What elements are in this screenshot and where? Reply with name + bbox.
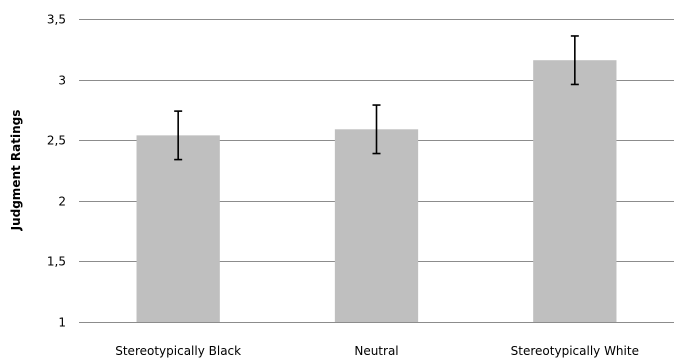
error-bar xyxy=(174,110,183,161)
bar xyxy=(136,135,220,322)
error-bars xyxy=(174,35,579,161)
bars xyxy=(136,60,617,322)
x-category-label: Stereotypically White xyxy=(511,344,639,358)
y-tick-labels: 1 1,5 2 2,5 3 3,5 xyxy=(47,13,66,330)
y-tick-label: 3,5 xyxy=(47,13,66,27)
y-axis-title: Judgment Ratings xyxy=(9,110,23,232)
x-category-label: Neutral xyxy=(354,344,398,358)
x-category-label: Stereotypically Black xyxy=(115,344,241,358)
bar xyxy=(334,129,419,322)
y-tick-label: 1 xyxy=(58,316,66,330)
y-tick-label: 2 xyxy=(58,195,66,209)
bar xyxy=(533,60,617,322)
y-tick-label: 2,5 xyxy=(47,134,66,148)
error-bar xyxy=(372,104,381,155)
y-tick-label: 3 xyxy=(58,74,66,88)
error-bar xyxy=(570,35,579,86)
x-category-labels: Stereotypically Black Neutral Stereotypica… xyxy=(115,344,639,358)
y-tick-label: 1,5 xyxy=(47,255,66,269)
